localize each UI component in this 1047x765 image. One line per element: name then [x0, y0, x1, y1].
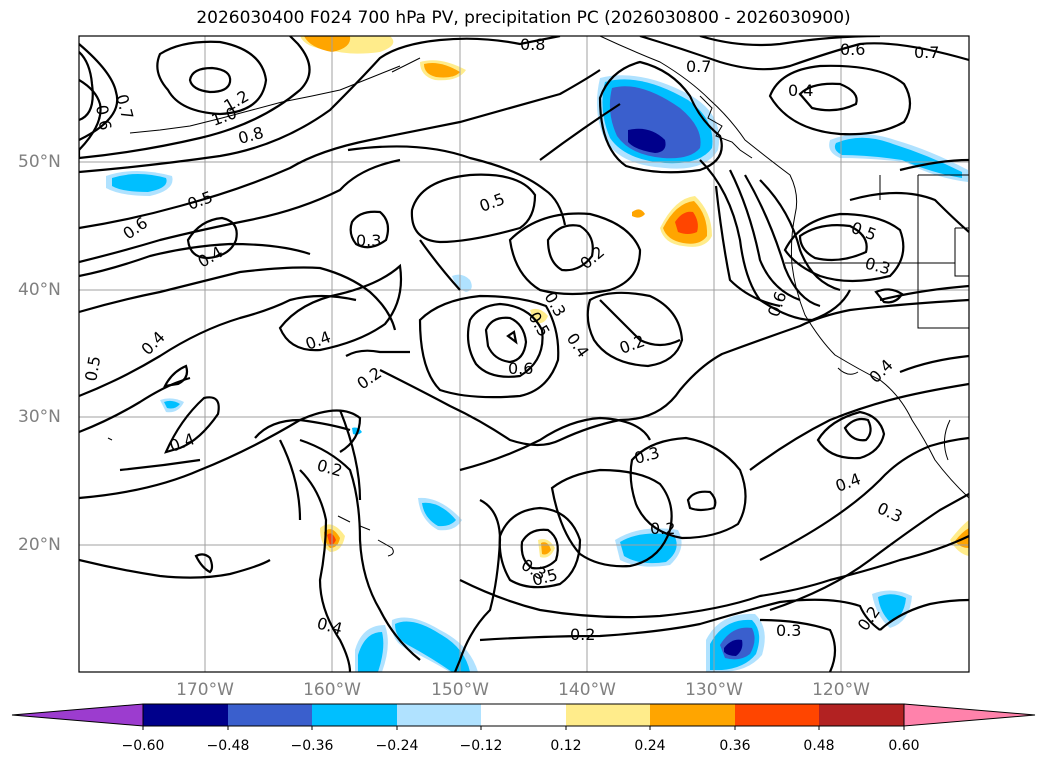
map-background: [79, 36, 969, 672]
contour-label: 0.6: [92, 103, 115, 131]
coastlines: [107, 36, 969, 557]
lon-label-170w: 170°W: [176, 680, 234, 700]
colorbar-tick-label: −0.48: [206, 738, 250, 754]
colorbar: [11, 703, 1036, 730]
colorbar-bin: [566, 704, 650, 726]
colorbar-tick-label: 0.60: [888, 738, 920, 754]
colorbar-tick-label: −0.36: [290, 738, 334, 754]
contour-label: 0.2: [570, 625, 595, 644]
contour-label: 0.2: [650, 519, 675, 538]
colorbar-bin: [228, 704, 312, 726]
shade-ab-sky: [834, 137, 962, 178]
lon-label-150w: 150°W: [431, 680, 489, 700]
colorbar-tick-label: 0.48: [803, 738, 835, 754]
lat-label-50n: 50°N: [18, 152, 61, 172]
shade-br-navy: [724, 639, 743, 656]
shade-w50-sky: [112, 174, 167, 192]
precipitation-shading: [106, 36, 969, 672]
colorbar-bin: [481, 704, 566, 726]
colorbar-bin: [312, 704, 397, 726]
shade-mid-c2: [164, 400, 180, 409]
colorbar-tick-label: −0.24: [375, 738, 419, 754]
shade-bc-navy: [628, 128, 666, 153]
contour-label: 0.4: [788, 81, 813, 100]
contour-label: 0.6: [840, 40, 865, 59]
lat-label-40n: 40°N: [18, 280, 61, 300]
map-frame: [78, 35, 970, 673]
shade-tl2-mid: [424, 63, 460, 78]
colorbar-tick-label: 0.36: [719, 738, 751, 754]
contour-label: 0.8: [520, 35, 545, 54]
colorbar-extend-min: [11, 703, 144, 727]
shade-tl-mid: [304, 36, 351, 52]
lon-label-120w: 120°W: [812, 680, 870, 700]
pv-contours: [79, 36, 969, 672]
shade-or-dot: [632, 209, 645, 218]
shade-fr-sky: [878, 594, 906, 622]
contour-label: 0.6: [508, 359, 533, 378]
shade-ce-sky: [620, 533, 677, 564]
shade-edge-mid: [955, 528, 969, 548]
colorbar-bin: [819, 704, 904, 726]
contour-label: 0.7: [914, 43, 939, 62]
shade-or-hi: [675, 211, 698, 234]
shade-bm-sky: [395, 621, 470, 672]
graticule: [79, 36, 969, 672]
colorbar-extend-max: [903, 703, 1036, 727]
colorbar-tick-label: 0.12: [550, 738, 582, 754]
colorbar-bin: [143, 704, 228, 726]
colorbar-bin: [397, 704, 481, 726]
lon-label-160w: 160°W: [303, 680, 361, 700]
colorbar-tick-label: −0.12: [459, 738, 503, 754]
shade-sw-sky: [422, 502, 456, 527]
colorbar-bin: [735, 704, 819, 726]
contour-label: 0.7: [686, 57, 711, 76]
lon-label-140w: 140°W: [558, 680, 616, 700]
contour-label: 0.3: [776, 621, 801, 640]
contour-label: 0.5: [81, 354, 104, 382]
lat-label-20n: 20°N: [18, 535, 61, 555]
map-title: 2026030400 F024 700 hPa PV, precipitatio…: [196, 8, 851, 28]
colorbar-tick-label: −0.60: [121, 738, 165, 754]
contour-label: 0.3: [356, 231, 381, 250]
colorbar-bin: [650, 704, 735, 726]
lon-label-130w: 130°W: [685, 680, 743, 700]
shade-bl-sky: [358, 632, 384, 672]
shade-mid-a: [452, 274, 472, 292]
colorbar-tick-label: 0.24: [634, 738, 666, 754]
lat-label-30n: 30°N: [18, 407, 61, 427]
